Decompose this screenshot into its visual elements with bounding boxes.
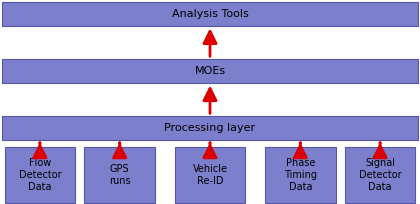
FancyBboxPatch shape (2, 2, 418, 26)
Text: Phase
Timing
Data: Phase Timing Data (284, 158, 317, 192)
Text: Vehicle
Re-ID: Vehicle Re-ID (192, 164, 228, 186)
FancyBboxPatch shape (175, 147, 245, 203)
Text: Analysis Tools: Analysis Tools (172, 9, 248, 19)
Text: GPS
runs: GPS runs (109, 164, 131, 186)
Text: Flow
Detector
Data: Flow Detector Data (18, 158, 61, 192)
Text: MOEs: MOEs (194, 66, 226, 76)
FancyBboxPatch shape (265, 147, 336, 203)
Text: Processing layer: Processing layer (165, 123, 255, 133)
FancyBboxPatch shape (2, 116, 418, 140)
FancyBboxPatch shape (5, 147, 75, 203)
FancyBboxPatch shape (2, 59, 418, 83)
Text: Signal
Detector
Data: Signal Detector Data (359, 158, 402, 192)
FancyBboxPatch shape (345, 147, 415, 203)
FancyBboxPatch shape (84, 147, 155, 203)
